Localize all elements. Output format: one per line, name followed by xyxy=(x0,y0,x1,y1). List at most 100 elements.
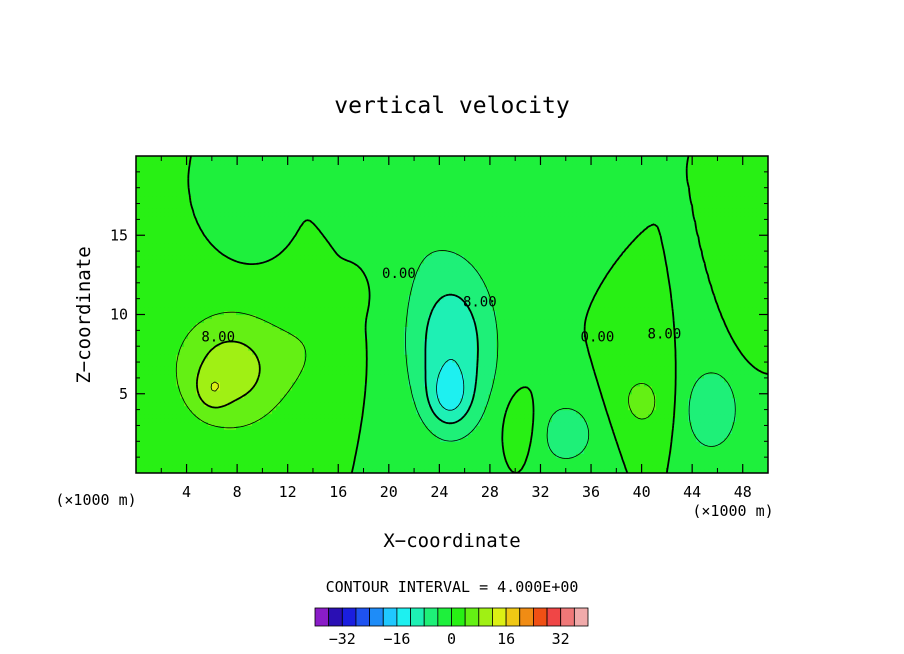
field-cell xyxy=(684,350,689,355)
field-cell xyxy=(752,393,757,399)
field-cell xyxy=(416,389,421,395)
field-cell xyxy=(608,413,613,419)
field-cell xyxy=(140,449,145,454)
field-cell xyxy=(476,445,481,450)
field-cell xyxy=(692,401,697,407)
field-cell xyxy=(188,425,193,431)
field-cell xyxy=(516,366,521,371)
field-cell xyxy=(148,377,153,383)
field-cell xyxy=(152,405,157,411)
field-cell xyxy=(444,437,449,442)
field-cell xyxy=(340,346,345,351)
field-cell xyxy=(532,377,537,383)
field-cell xyxy=(244,397,249,403)
field-cell xyxy=(564,453,569,458)
field-cell xyxy=(456,417,461,423)
field-cell xyxy=(208,469,213,473)
field-cell xyxy=(200,366,205,371)
field-cell xyxy=(420,401,425,407)
field-cell xyxy=(464,393,469,399)
field-cell xyxy=(632,366,637,371)
field-cell xyxy=(272,369,277,375)
field-cell xyxy=(224,397,229,403)
field-cell xyxy=(440,449,445,454)
field-cell xyxy=(664,354,669,359)
field-cell xyxy=(228,449,233,454)
field-cell xyxy=(668,377,673,383)
field-cell xyxy=(160,369,165,375)
field-cell xyxy=(632,461,637,466)
field-cell xyxy=(260,437,265,442)
field-cell xyxy=(456,397,461,403)
field-cell xyxy=(388,366,393,371)
field-cell xyxy=(236,409,241,415)
field-cell xyxy=(316,397,321,403)
field-cell xyxy=(312,461,317,466)
field-cell xyxy=(160,397,165,403)
field-cell xyxy=(544,366,549,371)
field-cell xyxy=(620,453,625,458)
field-cell xyxy=(244,445,249,450)
field-cell xyxy=(556,358,561,363)
field-cell xyxy=(136,393,141,399)
field-cell xyxy=(200,429,205,434)
field-cell xyxy=(160,457,165,462)
field-cell xyxy=(260,433,265,438)
field-cell xyxy=(188,346,193,351)
field-cell xyxy=(612,401,617,407)
field-cell xyxy=(508,354,513,359)
field-cell xyxy=(724,457,729,462)
field-cell xyxy=(164,397,169,403)
field-cell xyxy=(716,429,721,434)
field-cell xyxy=(592,366,597,371)
field-cell xyxy=(736,369,741,375)
field-cell xyxy=(296,369,301,375)
field-cell xyxy=(144,346,149,351)
field-cell xyxy=(412,346,417,351)
field-cell xyxy=(720,362,725,367)
field-cell xyxy=(364,425,369,431)
field-cell xyxy=(372,465,377,470)
field-cell xyxy=(300,385,305,391)
field-cell xyxy=(464,389,469,395)
field-cell xyxy=(464,369,469,375)
field-cell xyxy=(568,405,573,411)
field-cell xyxy=(248,377,253,383)
field-cell xyxy=(148,405,153,411)
field-cell xyxy=(656,417,661,423)
field-cell xyxy=(728,393,733,399)
field-cell xyxy=(380,389,385,395)
field-cell xyxy=(424,469,429,473)
field-cell xyxy=(420,437,425,442)
field-cell xyxy=(460,405,465,411)
field-cell xyxy=(408,401,413,407)
field-cell xyxy=(748,373,753,379)
field-cell xyxy=(272,397,277,403)
field-cell xyxy=(616,373,621,379)
field-cell xyxy=(708,381,713,387)
field-cell xyxy=(628,437,633,442)
field-cell xyxy=(616,369,621,375)
field-cell xyxy=(164,377,169,383)
field-cell xyxy=(716,397,721,403)
field-cell xyxy=(172,381,177,387)
field-cell xyxy=(548,366,553,371)
field-cell xyxy=(440,453,445,458)
field-cell xyxy=(440,354,445,359)
field-cell xyxy=(484,441,489,446)
field-cell xyxy=(208,354,213,359)
field-cell xyxy=(700,385,705,391)
field-cell xyxy=(288,358,293,363)
field-cell xyxy=(436,385,441,391)
field-cell xyxy=(572,366,577,371)
field-cell xyxy=(760,437,765,442)
field-cell xyxy=(736,362,741,367)
field-cell xyxy=(292,461,297,466)
field-cell xyxy=(648,449,653,454)
field-cell xyxy=(140,425,145,431)
field-cell xyxy=(672,369,677,375)
field-cell xyxy=(596,369,601,375)
field-cell xyxy=(524,433,529,438)
field-cell xyxy=(432,393,437,399)
field-cell xyxy=(288,393,293,399)
